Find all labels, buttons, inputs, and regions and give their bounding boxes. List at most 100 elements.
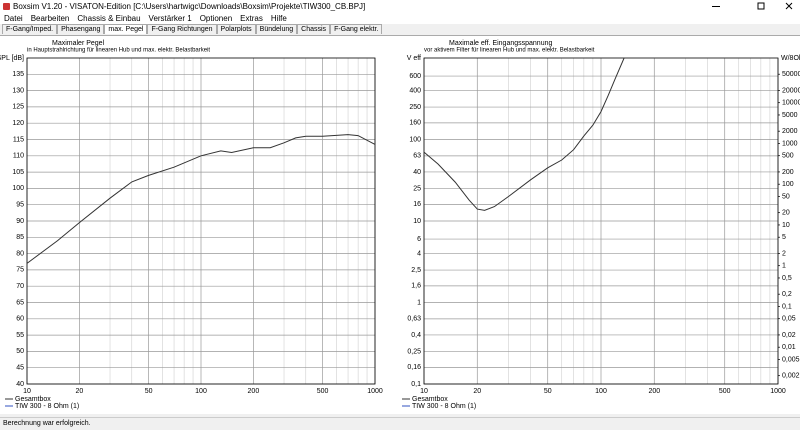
- y-tick-label: 40: [413, 169, 421, 176]
- data-line: [26, 134, 376, 264]
- x-tick-label: 50: [145, 388, 153, 395]
- y-tick-label: 0,25: [407, 348, 421, 355]
- y-tick-label: 45: [16, 365, 24, 372]
- y-tick-label: 125: [12, 104, 24, 111]
- x-tick-label: 1000: [770, 388, 786, 395]
- y2-tick-label: 0,02: [782, 332, 796, 339]
- y-tick-label: 0,1: [411, 381, 421, 388]
- y2-tick-label: 1000: [782, 140, 798, 147]
- title-bar: Boxsim V1.20 - VISATON-Edition [C:\Users…: [0, 0, 800, 13]
- y2-tick-label: 0,005: [782, 356, 800, 363]
- y-tick-label: 600: [409, 73, 421, 80]
- window-controls: [712, 2, 793, 10]
- x-tick-label: 200: [648, 388, 660, 395]
- plot-frame: [423, 57, 779, 385]
- menu-item[interactable]: Extras: [240, 14, 263, 23]
- y2-tick-label: 0,05: [782, 316, 796, 323]
- menu-item[interactable]: Optionen: [199, 14, 233, 23]
- y-tick-label: 6: [417, 236, 421, 243]
- legend-label: Gesamtbox: [412, 396, 448, 403]
- x-tick-label: 500: [317, 388, 329, 395]
- y2-tick-label: 0,1: [782, 303, 792, 310]
- y2-tick-label: 0,5: [782, 275, 792, 282]
- plot-frame: [26, 57, 376, 385]
- x-tick-label: 100: [195, 388, 207, 395]
- chart-panel: Maximaler Pegel in Hauptstrahlrichtung fü…: [0, 35, 800, 414]
- x-tick-label: 10: [420, 388, 428, 395]
- y-tick-label: 130: [12, 87, 24, 94]
- status-text: Berechnung war erfolgreich.: [3, 420, 91, 427]
- chart-subtitle: in Hauptstrahlrichtung für linearen Hub …: [27, 48, 210, 54]
- tab[interactable]: F-Gang Richtungen: [147, 24, 217, 34]
- y2-tick-label: 20: [782, 210, 790, 217]
- y-tick-label: 1,6: [411, 283, 421, 290]
- x-tick-label: 1000: [367, 388, 383, 395]
- y-tick-label: 40: [16, 381, 24, 388]
- x-tick-label: 50: [544, 388, 552, 395]
- tab[interactable]: F-Gang elektr.: [330, 24, 383, 34]
- menu-item[interactable]: Bearbeiten: [30, 14, 70, 23]
- y2-tick-label: 1: [782, 263, 786, 270]
- x-tick-label: 20: [75, 388, 83, 395]
- y-tick-label: 80: [16, 250, 24, 257]
- y-tick-label: 70: [16, 283, 24, 290]
- close-button[interactable]: [785, 2, 793, 10]
- tab[interactable]: max. Pegel: [104, 24, 148, 34]
- y2-tick-label: 0,002: [782, 373, 800, 380]
- y2-tick-label: 200: [782, 169, 794, 176]
- y2-tick-label: 0,2: [782, 291, 792, 298]
- y-tick-label: 95: [16, 202, 24, 209]
- y-tick-label: 16: [413, 201, 421, 208]
- tab[interactable]: F-Gang/Imped.: [2, 24, 58, 34]
- tab[interactable]: Phasengang: [57, 24, 105, 34]
- menu-item[interactable]: Hilfe: [270, 14, 287, 23]
- y2-tick-label: 500: [782, 153, 794, 160]
- y-tick-label: 55: [16, 332, 24, 339]
- y-tick-label: 60: [16, 316, 24, 323]
- y-tick-label: 50: [16, 348, 24, 355]
- y-tick-label: 0,63: [407, 316, 421, 323]
- y2-tick-label: 50000: [782, 71, 800, 78]
- menu-item[interactable]: Datei: [4, 14, 23, 23]
- x-tick-label: 100: [595, 388, 607, 395]
- maximize-button[interactable]: [757, 2, 765, 10]
- y-tick-label: 90: [16, 218, 24, 225]
- y2-tick-label: 10000: [782, 100, 800, 107]
- menu-item[interactable]: Chassis & Einbau: [77, 14, 141, 23]
- y-tick-label: 110: [13, 153, 24, 160]
- y-tick-label: 400: [409, 87, 421, 94]
- y-tick-label: 0,16: [407, 364, 421, 371]
- status-bar: Berechnung war erfolgreich.: [0, 417, 800, 430]
- y-tick-label: 0,4: [411, 332, 421, 339]
- y2-tick-label: 2000: [782, 128, 798, 135]
- y-tick-label: 10: [413, 218, 421, 225]
- menu-item[interactable]: Verstärker 1: [148, 14, 192, 23]
- y-tick-label: 65: [16, 299, 24, 306]
- y-tick-label: 1: [417, 299, 421, 306]
- x-tick-label: 20: [473, 388, 481, 395]
- tab[interactable]: Chassis: [297, 24, 331, 34]
- app-icon: [3, 3, 10, 10]
- tab[interactable]: Polarplots: [216, 24, 256, 34]
- data-line: [423, 57, 778, 211]
- y-tick-label: 115: [13, 136, 24, 143]
- y2-tick-label: 50: [782, 193, 790, 200]
- legend-label: Gesamtbox: [15, 396, 51, 403]
- y2-tick-label: 5: [782, 234, 786, 241]
- y-tick-label: 25: [413, 185, 421, 192]
- y-axis-label: V eff: [407, 55, 421, 62]
- y-tick-label: 75: [16, 267, 24, 274]
- x-tick-label: 500: [719, 388, 731, 395]
- x-tick-label: 10: [23, 388, 31, 395]
- tab[interactable]: Bündelung: [255, 24, 298, 34]
- y-tick-label: 120: [12, 120, 24, 127]
- y-tick-label: 85: [16, 234, 24, 241]
- y-tick-label: 105: [12, 169, 24, 176]
- chart-title: Maximale eff. Eingangsspannung: [449, 40, 552, 47]
- y-tick-label: 4: [417, 250, 421, 257]
- y-tick-label: 100: [12, 185, 24, 192]
- legend-label: TIW 300 - 8 Ohm (1): [15, 403, 79, 410]
- chart-title: Maximaler Pegel: [52, 40, 105, 47]
